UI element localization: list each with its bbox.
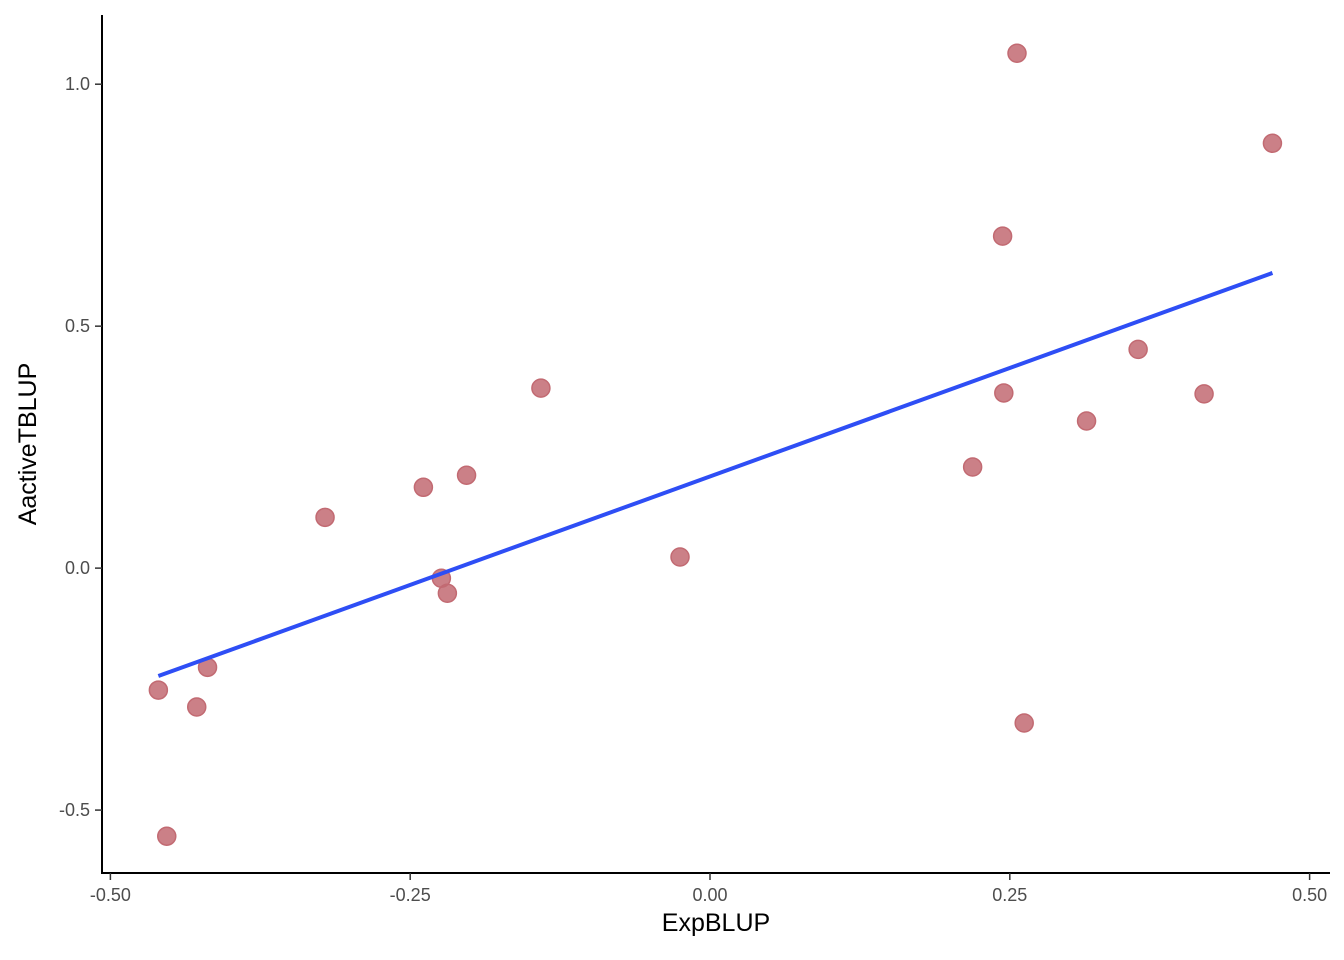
y-tick-label: -0.5 [59,800,90,820]
point [531,378,551,398]
x-tick-label: -0.50 [90,885,131,905]
point [1076,411,1097,431]
y-tick-label: 1.0 [65,74,90,94]
point [186,697,207,717]
y-tick-label: 0.0 [65,558,90,578]
point [1007,43,1027,63]
y-axis-title: AactiveTBLUP [14,363,42,526]
point [1128,339,1148,360]
y-tick-label: 0.5 [65,316,90,336]
point [315,507,335,528]
point [148,680,169,700]
point [992,226,1013,246]
x-tick-label: 0.25 [992,885,1027,905]
point [1014,713,1034,733]
point [962,457,983,477]
point [1262,133,1283,153]
trend-line [157,271,1274,678]
point [670,547,690,567]
point [157,826,177,846]
point [413,477,434,498]
x-tick-label: -0.25 [390,885,431,905]
point [437,583,458,604]
point [1194,384,1214,404]
x-tick-label: 0.50 [1292,885,1327,905]
x-axis-title: ExpBLUP [662,909,770,937]
point [994,383,1014,403]
x-tick-label: 0.00 [692,885,727,905]
point [456,465,477,485]
